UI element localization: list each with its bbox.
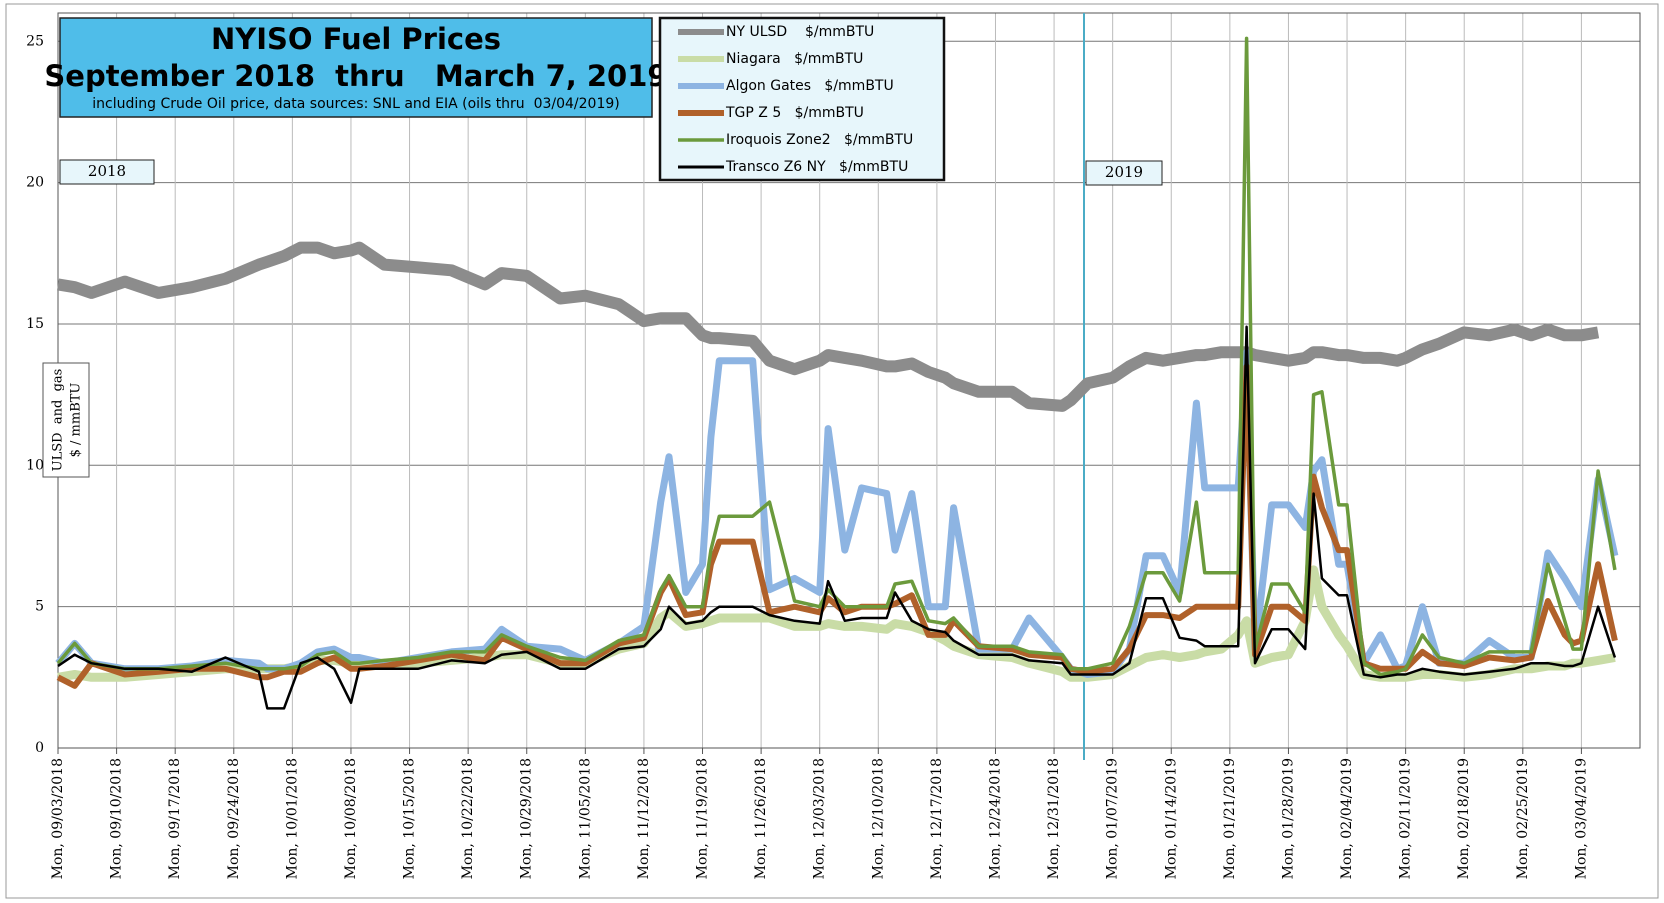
x-tick-label: Mon, 02/18/2019 bbox=[1456, 758, 1472, 879]
y-axis-units: $ / mmBTU bbox=[69, 383, 84, 458]
year-label: 2018 bbox=[88, 162, 126, 180]
x-tick-label: Mon, 11/12/2018 bbox=[636, 758, 652, 879]
x-tick-label: Mon, 10/15/2018 bbox=[402, 758, 418, 879]
series-line bbox=[56, 363, 1618, 689]
x-tick-label: Mon, 03/04/2019 bbox=[1573, 758, 1589, 879]
series-line bbox=[55, 348, 1619, 678]
y-tick-label: 5 bbox=[35, 599, 44, 615]
x-tick-label: Mon, 01/14/2019 bbox=[1163, 758, 1179, 879]
legend bbox=[658, 16, 946, 182]
x-tick-label: Mon, 10/22/2018 bbox=[460, 758, 476, 879]
x-tick-label: Mon, 12/24/2018 bbox=[987, 758, 1003, 879]
x-tick-label: Mon, 02/25/2019 bbox=[1515, 758, 1531, 879]
x-tick-label: Mon, 12/10/2018 bbox=[870, 758, 886, 879]
x-tick-label: Mon, 02/04/2019 bbox=[1339, 758, 1355, 879]
y-tick-label: 20 bbox=[26, 175, 44, 191]
chart-subtitle: September 2018 thru March 7, 2019 bbox=[44, 59, 667, 93]
legend-label: Algon Gates $/mmBTU bbox=[726, 78, 894, 94]
chart-title: NYISO Fuel Prices bbox=[211, 22, 501, 56]
lines bbox=[55, 36, 1619, 710]
year-box bbox=[59, 159, 155, 185]
year-box bbox=[1085, 160, 1163, 186]
legend-label: Iroquois Zone2 $/mmBTU bbox=[726, 132, 913, 148]
x-tick-label: Mon, 12/03/2018 bbox=[812, 758, 828, 879]
legend-label: NY ULSD $/mmBTU bbox=[726, 24, 874, 40]
x-tick-label: Mon, 11/26/2018 bbox=[753, 758, 769, 879]
x-tick-label: Mon, 10/08/2018 bbox=[343, 758, 359, 879]
y-axis-label: ULSD and gas bbox=[51, 369, 66, 472]
y-label-box bbox=[42, 362, 90, 478]
y-tick-label: 25 bbox=[26, 33, 44, 49]
x-tick-label: Mon, 12/17/2018 bbox=[929, 758, 945, 879]
x-tick-label: Mon, 09/10/2018 bbox=[109, 758, 125, 879]
x-tick-label: Mon, 11/19/2018 bbox=[695, 758, 711, 879]
x-tick-label: Mon, 10/29/2018 bbox=[519, 758, 535, 879]
x-tick-label: Mon, 09/03/2018 bbox=[50, 758, 66, 879]
x-tick-label: Mon, 01/21/2019 bbox=[1222, 758, 1238, 879]
x-tick-label: Mon, 10/01/2018 bbox=[284, 758, 300, 879]
series-line bbox=[56, 36, 1617, 677]
series-line bbox=[57, 241, 1600, 412]
x-tick-label: Mon, 01/07/2019 bbox=[1105, 758, 1121, 879]
x-tick-label: Mon, 02/11/2019 bbox=[1398, 758, 1414, 879]
x-tick-label: Mon, 09/24/2018 bbox=[226, 758, 242, 879]
title-box bbox=[59, 17, 653, 118]
x-tick-label: Mon, 09/17/2018 bbox=[167, 758, 183, 879]
y-tick-label: 0 bbox=[35, 740, 44, 756]
legend-label: TGP Z 5 $/mmBTU bbox=[725, 105, 864, 121]
legend-label: Niagara $/mmBTU bbox=[726, 51, 863, 67]
chart-note: including Crude Oil price, data sources:… bbox=[92, 96, 620, 112]
x-tick-label: Mon, 12/31/2018 bbox=[1046, 758, 1062, 879]
year-label: 2019 bbox=[1105, 163, 1143, 181]
y-tick-label: 15 bbox=[26, 316, 44, 332]
x-tick-label: Mon, 01/28/2019 bbox=[1280, 758, 1296, 879]
legend-label: Transco Z6 NY $/mmBTU bbox=[725, 159, 908, 175]
y-tick-label: 10 bbox=[26, 457, 44, 473]
series-line bbox=[57, 325, 1617, 710]
x-tick-label: Mon, 11/05/2018 bbox=[577, 758, 593, 879]
legend-entries: NY ULSD $/mmBTU Niagara $/mmBTU Algon Gate… bbox=[678, 24, 913, 175]
